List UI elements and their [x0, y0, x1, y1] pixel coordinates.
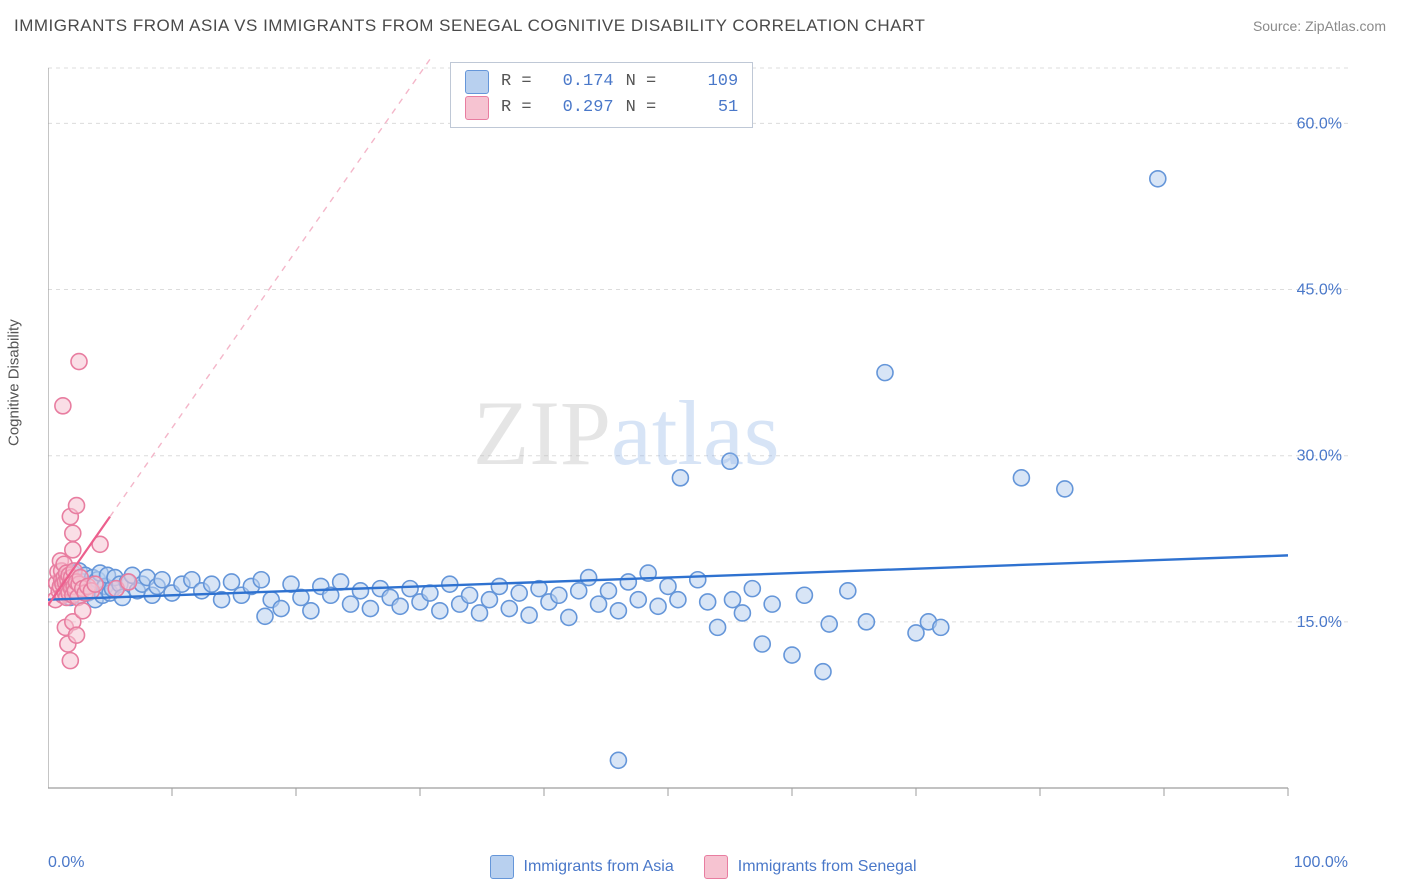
- swatch-asia: [465, 70, 489, 94]
- svg-text:30.0%: 30.0%: [1297, 448, 1342, 465]
- chart-title: IMMIGRANTS FROM ASIA VS IMMIGRANTS FROM …: [14, 16, 925, 36]
- stats-r-value-senegal: 0.297: [544, 95, 614, 121]
- stats-n-value-senegal: 51: [668, 95, 738, 121]
- stats-n-value-asia: 109: [668, 69, 738, 95]
- stats-n-label: N =: [626, 69, 657, 95]
- svg-text:45.0%: 45.0%: [1297, 282, 1342, 299]
- legend-label-senegal: Immigrants from Senegal: [738, 858, 917, 876]
- stats-row-asia: R = 0.174 N = 109: [465, 69, 738, 95]
- stats-legend: R = 0.174 N = 109 R = 0.297 N = 51: [450, 62, 753, 128]
- legend-label-asia: Immigrants from Asia: [524, 858, 674, 876]
- stats-r-label: R =: [501, 69, 532, 95]
- stats-r-label: R =: [501, 95, 532, 121]
- legend-swatch-asia: [490, 855, 514, 879]
- source-attribution: Source: ZipAtlas.com: [1253, 18, 1386, 34]
- legend-swatch-senegal: [704, 855, 728, 879]
- scatter-plot: 15.0% 30.0% 45.0% 60.0%: [48, 58, 1348, 818]
- stats-n-label: N =: [626, 95, 657, 121]
- series-legend: Immigrants from Asia Immigrants from Sen…: [0, 852, 1406, 882]
- swatch-senegal: [465, 96, 489, 120]
- legend-item-asia: Immigrants from Asia: [490, 855, 674, 879]
- y-axis-label: Cognitive Disability: [6, 319, 23, 446]
- legend-item-senegal: Immigrants from Senegal: [704, 855, 917, 879]
- stats-row-senegal: R = 0.297 N = 51: [465, 95, 738, 121]
- stats-r-value-asia: 0.174: [544, 69, 614, 95]
- svg-text:60.0%: 60.0%: [1297, 115, 1342, 132]
- svg-text:15.0%: 15.0%: [1297, 614, 1342, 631]
